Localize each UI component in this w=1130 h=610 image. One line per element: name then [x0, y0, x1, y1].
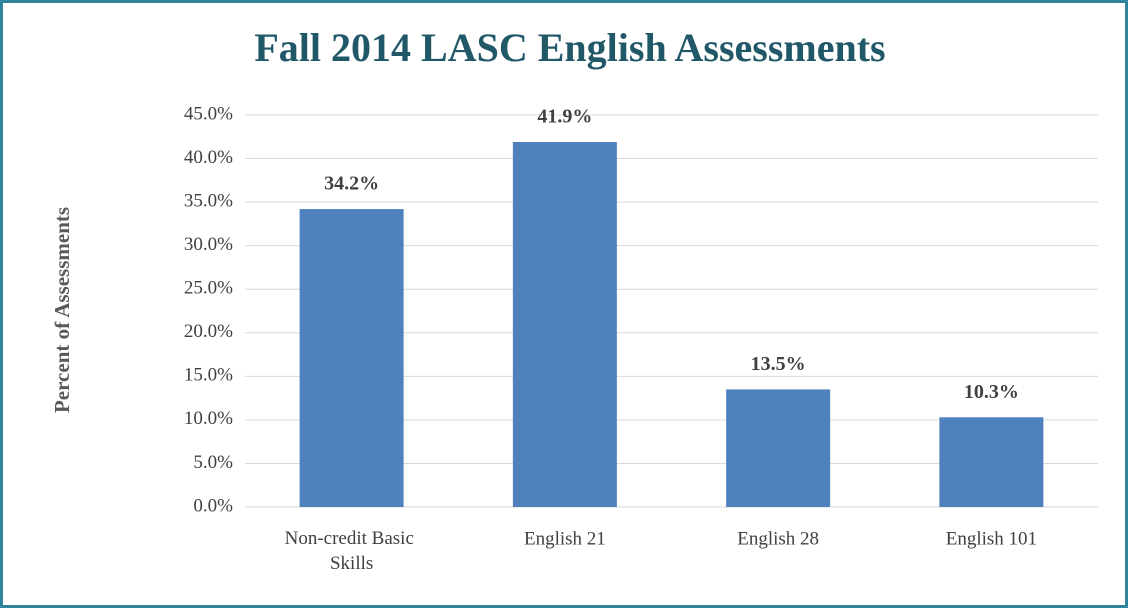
y-tick-label: 20.0%: [184, 321, 233, 342]
x-tick-label: English 101: [946, 528, 1037, 549]
data-label: 10.3%: [964, 381, 1019, 403]
y-tick-label: 10.0%: [184, 408, 233, 429]
y-tick-label: 25.0%: [184, 278, 233, 299]
y-tick-label: 0.0%: [193, 495, 233, 516]
data-label: 34.2%: [324, 173, 379, 195]
data-label: 41.9%: [537, 106, 592, 128]
y-tick-label: 35.0%: [184, 190, 233, 211]
chart-title: Fall 2014 LASC English Assessments: [254, 25, 885, 70]
x-tick-label: Non-credit Basic Skills: [285, 528, 419, 574]
y-tick-label: 5.0%: [193, 452, 233, 473]
bar: [512, 142, 617, 507]
y-tick-label: 15.0%: [184, 365, 233, 386]
y-axis-title: Percent of Assessments: [50, 207, 74, 413]
bar: [726, 389, 831, 507]
x-tick-label: English 28: [737, 528, 819, 549]
bar: [939, 417, 1044, 507]
bar: [299, 209, 404, 507]
x-tick-label: English 21: [524, 528, 606, 549]
y-tick-label: 30.0%: [184, 234, 233, 255]
y-tick-label: 45.0%: [184, 103, 233, 124]
y-tick-label: 40.0%: [184, 147, 233, 168]
data-label: 13.5%: [751, 353, 806, 375]
